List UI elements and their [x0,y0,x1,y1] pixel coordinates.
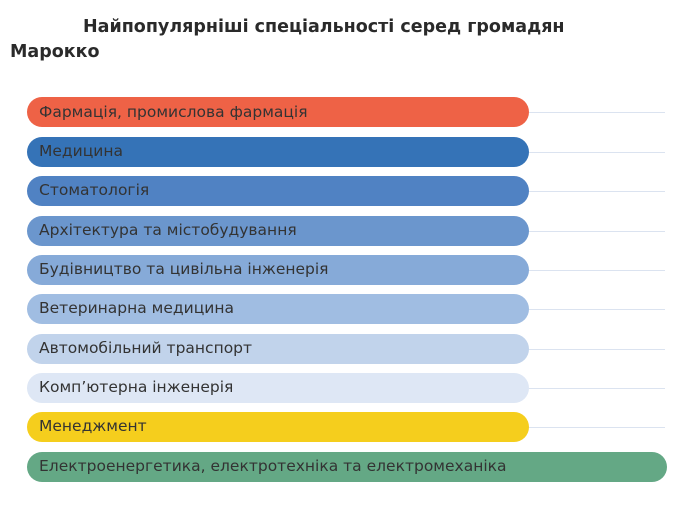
bar-row: Будівництво та цивільна інженерія [0,250,700,289]
bar-label: Комп’ютерна інженерія [39,378,234,397]
bar: Будівництво та цивільна інженерія [27,254,529,285]
bar-row: Стоматологія [0,171,700,210]
bar: Стоматологія [27,176,529,207]
bar: Комп’ютерна інженерія [27,372,529,403]
chart-title-line-2: Марокко [10,42,100,62]
chart-title-line-1: Найпопулярніші спеціальності серед грома… [83,17,565,37]
bar-label: Фармація, промислова фармація [39,102,308,121]
bar-row: Менеджмент [0,408,700,447]
bar-label: Архітектура та містобудування [39,220,297,239]
bar: Ветеринарна медицина [27,294,529,325]
bar-row: Архітектура та містобудування [0,211,700,250]
bar-rows: Фармація, промислова фармація Медицина Сто… [0,93,700,486]
bar-label: Ветеринарна медицина [39,299,234,318]
bar-row: Фармація, промислова фармація [0,93,700,132]
bar-row: Автомобільний транспорт [0,329,700,368]
chart-title: Найпопулярніші спеціальності серед грома… [10,15,670,65]
bar-label: Стоматологія [39,181,150,200]
bar-label: Автомобільний транспорт [39,338,253,357]
bar-label: Електроенергетика, електротехніка та еле… [39,456,507,475]
bar-label: Будівництво та цивільна інженерія [39,260,329,279]
bar: Автомобільний транспорт [27,333,529,364]
bar: Електроенергетика, електротехніка та еле… [27,451,667,482]
bar-row: Електроенергетика, електротехніка та еле… [0,447,700,486]
bar-row: Комп’ютерна інженерія [0,368,700,407]
bar-row: Ветеринарна медицина [0,290,700,329]
bar: Менеджмент [27,412,529,443]
bar-row: Медицина [0,132,700,171]
bar: Архітектура та містобудування [27,215,529,246]
bar-label: Менеджмент [39,417,147,436]
bar: Медицина [27,136,529,167]
bar: Фармація, промислова фармація [27,97,529,128]
bar-label: Медицина [39,142,123,161]
